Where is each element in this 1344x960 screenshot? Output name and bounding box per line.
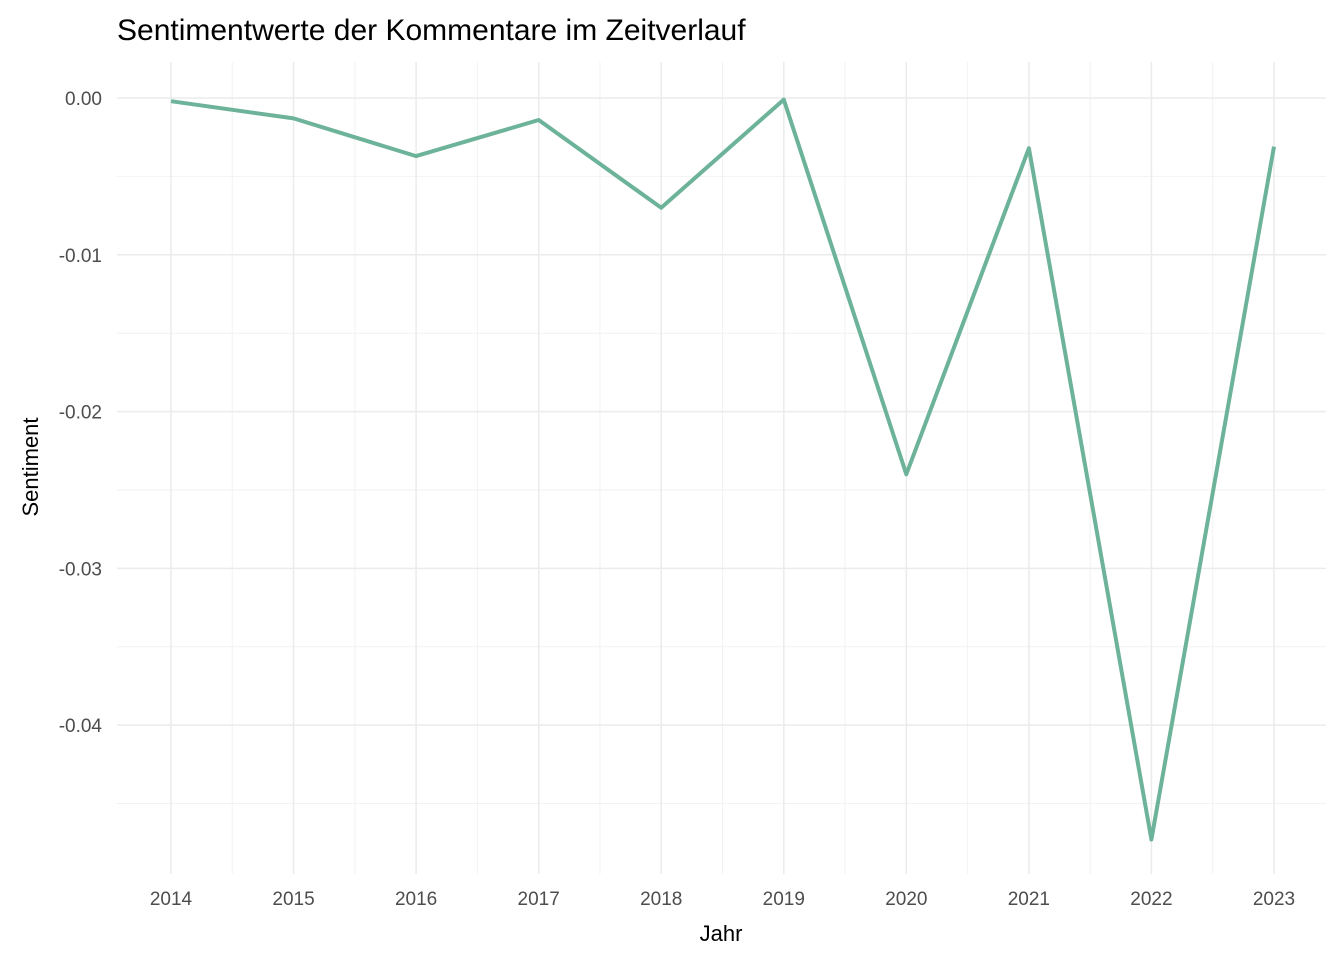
y-axis-ticks: 0.00 -0.01 -0.02 -0.03 -0.04	[59, 89, 103, 737]
x-tick-label: 2021	[1008, 889, 1050, 910]
y-tick-label: -0.03	[59, 559, 102, 580]
x-tick-label: 2020	[885, 889, 927, 910]
x-axis-ticks: 2014 2015 2016 2017 2018 2019 2020 2021 2022 2023	[150, 889, 1295, 910]
x-tick-label: 2017	[518, 889, 560, 910]
grid	[117, 62, 1326, 874]
y-tick-label: -0.02	[59, 403, 102, 424]
series-layer	[170, 97, 1276, 842]
x-axis-label: Jahr	[700, 921, 743, 946]
x-tick-label: 2015	[272, 889, 314, 910]
chart-title: Sentimentwerte der Kommentare im Zeitver…	[117, 14, 746, 47]
x-tick-label: 2016	[395, 889, 437, 910]
y-tick-label: 0.00	[65, 89, 102, 110]
y-axis-label: Sentiment	[18, 417, 43, 516]
x-tick-label: 2014	[150, 889, 193, 910]
series-line	[170, 97, 1276, 842]
x-tick-label: 2019	[763, 889, 805, 910]
x-tick-label: 2023	[1253, 889, 1295, 910]
y-tick-label: -0.04	[59, 716, 103, 737]
x-tick-label: 2022	[1130, 889, 1172, 910]
y-tick-label: -0.01	[59, 246, 102, 267]
x-tick-label: 2018	[640, 889, 682, 910]
